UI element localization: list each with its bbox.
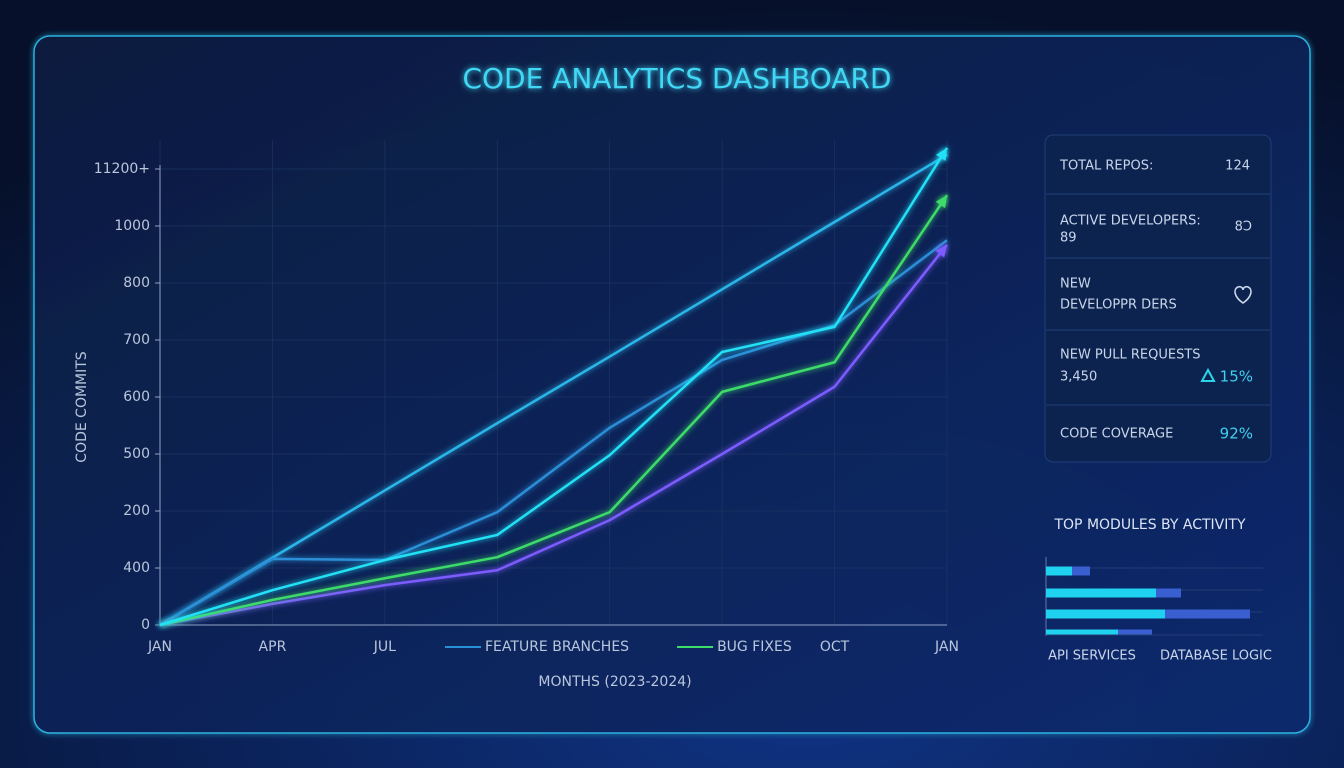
y-tick-label: 500 xyxy=(123,446,150,462)
y-tick-label: 600 xyxy=(123,389,150,405)
x-axis-label: MONTHS (2023-2024) xyxy=(538,674,691,690)
stat-value: 3,450 xyxy=(1060,370,1097,385)
up-icon xyxy=(1200,367,1216,382)
bar-segment xyxy=(1046,566,1072,576)
arrow-head xyxy=(935,147,947,161)
bar-segment xyxy=(1118,629,1152,635)
bar-segment xyxy=(1046,588,1156,598)
arrow-head xyxy=(935,195,947,209)
x-tick-label: JAN xyxy=(147,639,172,655)
y-tick-label: 1000 xyxy=(114,218,150,234)
y-tick-label: 800 xyxy=(123,275,150,291)
stat-icon xyxy=(1234,285,1252,304)
title: CODE ANALYTICS DASHBOARD xyxy=(462,62,891,95)
y-tick-label: 400 xyxy=(123,560,150,576)
series-line xyxy=(159,194,949,627)
x-tick-label: JUL xyxy=(373,639,396,655)
series-line xyxy=(159,244,948,627)
stat-label: CODE COVERAGE xyxy=(1060,427,1173,442)
stat-label: NEW xyxy=(1060,277,1091,292)
stat-label: TOTAL REPOS: xyxy=(1059,159,1153,174)
bar-title: TOP MODULES BY ACTIVITY xyxy=(1053,517,1245,533)
y-tick-label: 11200+ xyxy=(94,161,150,177)
stat-value: 89 xyxy=(1060,231,1077,246)
x-tick-label: JAN xyxy=(934,639,959,655)
legend-label: FEATURE BRANCHES xyxy=(485,639,629,655)
y-tick-label: 200 xyxy=(123,503,150,519)
x-tick-label: APR xyxy=(259,639,287,655)
series-line xyxy=(159,153,948,627)
bar-segment xyxy=(1072,566,1090,576)
stat-value: 124 xyxy=(1225,159,1250,174)
x-tick-label: OCT xyxy=(820,639,850,655)
stat-label: ACTIVE DEVELOPERS: xyxy=(1060,214,1201,229)
bar-segment xyxy=(1046,629,1118,635)
stat-change: 15% xyxy=(1220,368,1253,386)
stat-value: 92% xyxy=(1220,425,1253,443)
stats-dividers xyxy=(1046,193,1270,406)
stat-label: NEW PULL REQUESTS xyxy=(1060,348,1201,363)
series-line xyxy=(159,147,949,627)
stat-icon: 8Ↄ xyxy=(1235,220,1252,235)
y-axis-label: CODE COMMITS xyxy=(74,351,90,463)
bar-axis-label: API SERVICES xyxy=(1048,649,1136,664)
y-tick-label: 0 xyxy=(141,617,150,633)
bar-segment xyxy=(1156,588,1181,598)
bar-segment xyxy=(1046,609,1165,619)
bar-segment xyxy=(1165,609,1250,619)
bar-axis-label: DATABASE LOGIC xyxy=(1160,649,1272,664)
stat-label: DEVELOPPR DERS xyxy=(1060,298,1177,313)
legend-label: BUG FIXES xyxy=(717,639,792,655)
y-tick-label: 700 xyxy=(123,332,150,348)
arrow-head xyxy=(935,244,947,258)
